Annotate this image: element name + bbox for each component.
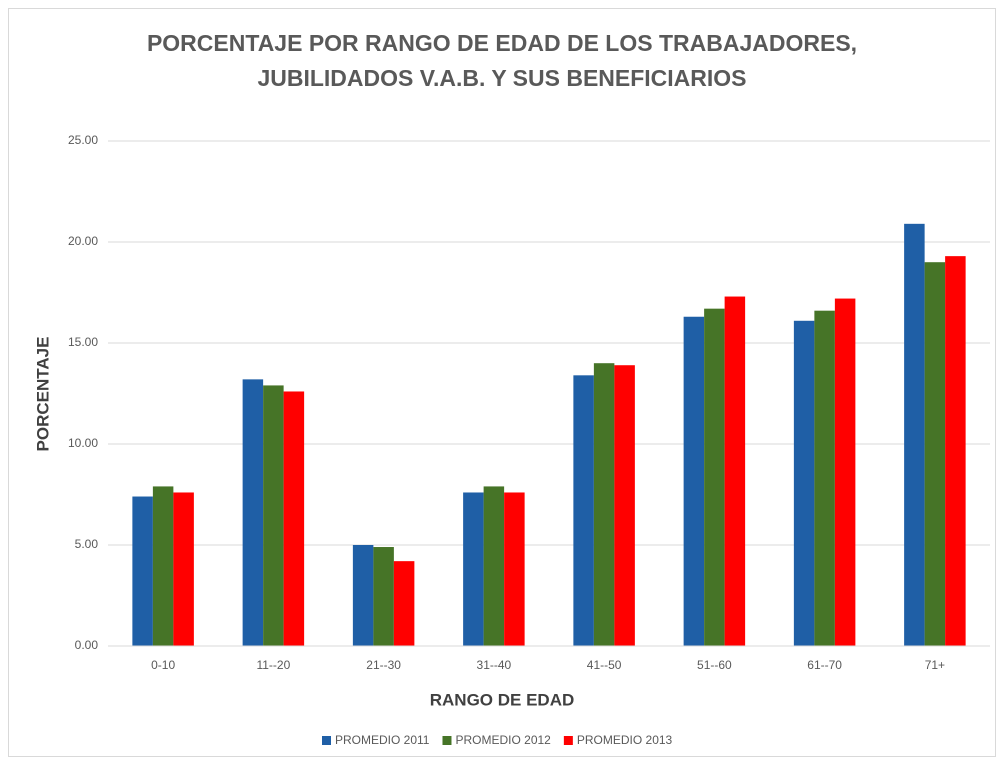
bar [814,310,835,646]
x-tick-label: 61--70 [807,658,842,672]
bar [483,486,505,646]
x-axis-title: RANGO DE EDAD [430,690,575,709]
y-axis-title: PORCENTAJE [33,337,52,452]
y-tick-label: 10.00 [68,436,98,450]
y-tick-label: 15.00 [68,335,98,349]
bar [704,308,725,646]
bar [283,391,305,646]
bar [173,492,194,646]
bar [683,316,705,646]
bar [904,223,925,646]
x-tick-label: 51--60 [697,658,732,672]
bar [373,547,394,646]
x-tick-label: 41--50 [587,658,622,672]
bar [132,496,153,646]
legend-label: PROMEDIO 2011 [335,733,430,747]
y-tick-label: 25.00 [68,133,98,147]
y-tick-label: 0.00 [75,638,99,652]
bar [242,379,264,646]
chart-title: PORCENTAJE POR RANGO DE EDAD DE LOS TRAB… [147,30,857,56]
bar [152,486,174,646]
chart-title: JUBILIDADOS V.A.B. Y SUS BENEFICIARIOS [257,65,746,91]
y-tick-label: 5.00 [75,537,99,551]
x-tick-label: 21--30 [366,658,401,672]
x-tick-label: 11--20 [256,658,290,672]
x-tick-label: 0-10 [151,658,175,672]
bar [614,365,635,646]
y-tick-label: 20.00 [68,234,98,248]
bar [504,492,525,646]
bar [834,298,856,646]
bar [393,561,415,646]
bar [724,296,746,646]
legend-swatch [442,736,452,745]
bar [945,256,966,646]
x-tick-label: 31--40 [477,658,512,672]
legend-label: PROMEDIO 2012 [455,733,551,747]
x-tick-label: 71+ [925,658,945,672]
bar [793,320,815,646]
bar [924,262,946,646]
legend-swatch [563,736,573,745]
bar [263,385,284,646]
bar [352,545,374,646]
legend-label: PROMEDIO 2013 [577,733,673,747]
legend-swatch [322,736,331,745]
bar [573,375,594,646]
bar [463,492,484,646]
bar [593,363,615,646]
